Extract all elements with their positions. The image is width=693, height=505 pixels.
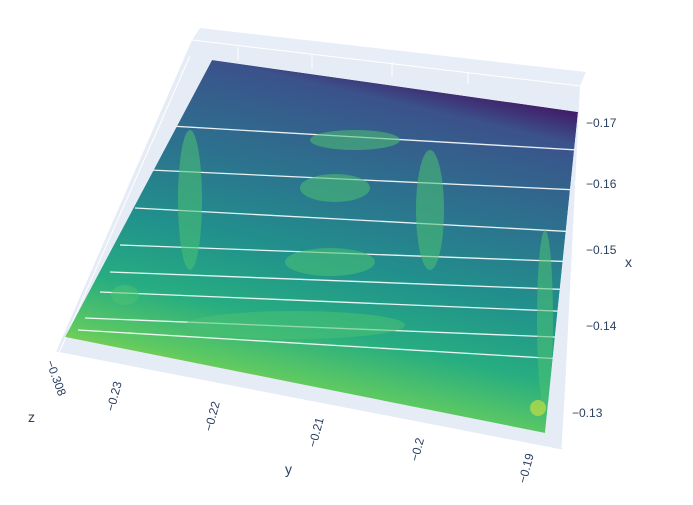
x-tick-label: −0.15 [586, 243, 617, 257]
x-tick-label: −0.14 [586, 319, 617, 333]
x-axis: −0.17 −0.16 −0.15 −0.14 −0.13 x [572, 116, 632, 420]
x-tick-label: −0.13 [572, 406, 603, 420]
x-axis-title: x [625, 254, 632, 270]
x-tick-label: −0.17 [586, 116, 617, 130]
y-tick-label: −0.22 [201, 400, 222, 433]
x-tick-label: −0.16 [586, 177, 617, 191]
y-tick-label: −0.2 [407, 436, 427, 463]
back-wall [192, 28, 586, 86]
surface-features [111, 130, 553, 410]
grid-lines [55, 39, 586, 451]
contour-lines [77, 125, 578, 361]
surface[interactable] [65, 60, 578, 433]
y-tick-label: −0.19 [515, 452, 536, 485]
z-axis: −0.308 z [28, 358, 69, 425]
surface-highlights [530, 400, 546, 416]
y-tick-label: −0.23 [103, 380, 124, 413]
y-axis-title: y [285, 461, 292, 477]
z-axis-title: z [28, 409, 35, 425]
y-tick-label: −0.21 [305, 416, 326, 449]
surface-fill [65, 60, 578, 433]
z-tick-label: −0.308 [43, 358, 69, 398]
